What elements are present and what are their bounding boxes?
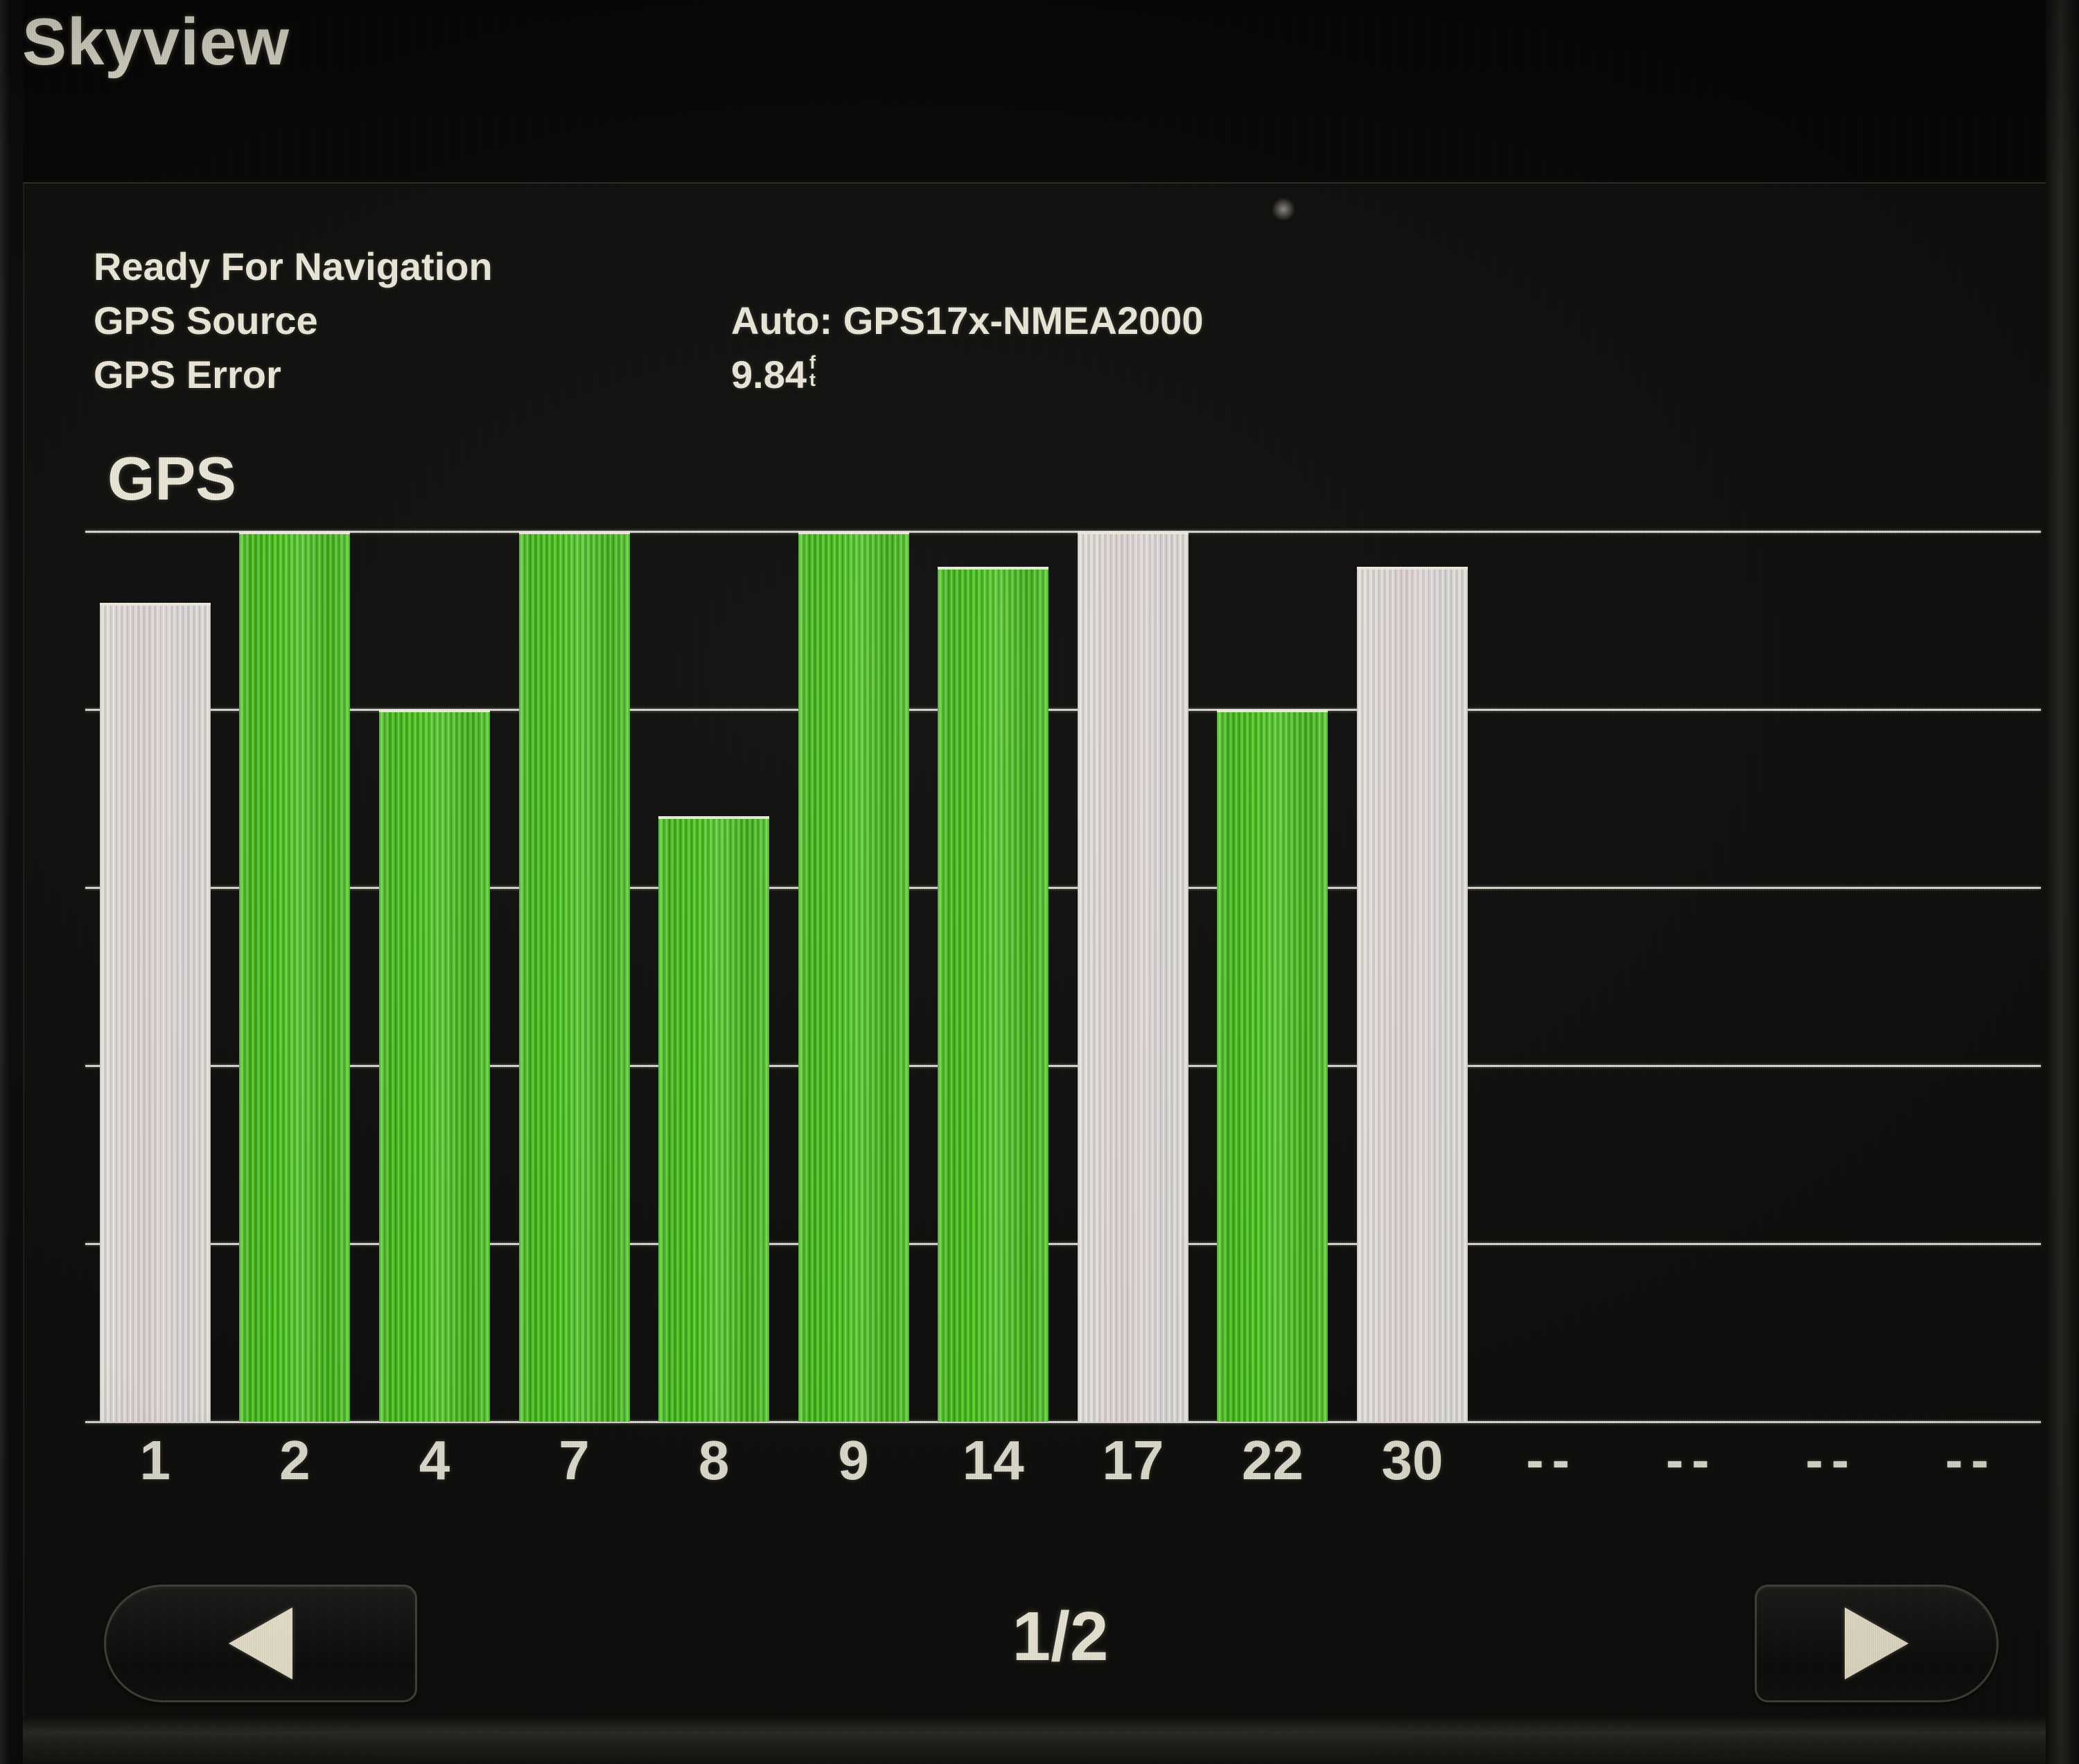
satellite-signal-bar-4 (378, 709, 490, 1422)
page-title: Skyview (22, 5, 290, 79)
satellite-slot (784, 531, 924, 1422)
satellite-slot (225, 531, 365, 1422)
gps-status-block: Ready For Navigation GPS Source Auto: GP… (94, 245, 1204, 407)
satellite-slot (1482, 531, 1622, 1422)
device-bezel-bottom (0, 1716, 2079, 1764)
status-source-row: GPS Source Auto: GPS17x-NMEA2000 (94, 299, 1204, 353)
satellite-slot (923, 531, 1063, 1422)
satellite-slot (85, 531, 225, 1422)
satellite-label-22: 22 (1241, 1429, 1304, 1491)
satellite-label-17: 17 (1102, 1429, 1164, 1491)
satellite-slot (644, 531, 784, 1422)
satellite-slot (505, 531, 644, 1422)
satellite-signal-bar-30 (1356, 567, 1468, 1422)
chart-bars (85, 531, 2041, 1422)
satellite-signal-bar-8 (658, 816, 770, 1422)
satellite-label-7: 7 (559, 1429, 590, 1491)
gps-source-value: Auto: GPS17x-NMEA2000 (731, 299, 1204, 342)
gps-source-label: GPS Source (94, 299, 318, 342)
satellite-label-14: 14 (962, 1429, 1024, 1491)
device-bezel-right (2046, 0, 2079, 1764)
satellite-signal-bar-9 (798, 531, 909, 1422)
satellite-slot (1203, 531, 1343, 1422)
skyview-panel: Ready For Navigation GPS Source Auto: GP… (23, 182, 2050, 1764)
satellite-label-9: 9 (838, 1429, 869, 1491)
chart-title: GPS (107, 444, 236, 513)
satellite-slot (1063, 531, 1203, 1422)
next-page-button[interactable] (1755, 1585, 1999, 1702)
prev-arrow-icon (229, 1607, 292, 1679)
satellite-label-empty: -- (1945, 1431, 1997, 1490)
satellite-signal-bar-22 (1217, 709, 1328, 1422)
page-indicator: 1/2 (1012, 1598, 1109, 1675)
satellite-slot (1622, 531, 1762, 1422)
satellite-slot (365, 531, 505, 1422)
gps-error-label: GPS Error (94, 353, 281, 396)
satellite-signal-bar-7 (518, 531, 630, 1422)
satellite-label-30: 30 (1381, 1429, 1444, 1491)
device-bezel-left (0, 0, 23, 1764)
status-ready-text: Ready For Navigation (94, 245, 493, 288)
satellite-slot (1762, 531, 1902, 1422)
gps-error-value: 9.84 f t (731, 352, 816, 396)
satellite-label-2: 2 (279, 1429, 310, 1491)
next-arrow-icon (1845, 1607, 1909, 1679)
satellite-label-4: 4 (419, 1429, 450, 1491)
satellite-signal-chart (85, 531, 2041, 1423)
satellite-signal-bar-1 (99, 602, 211, 1422)
satellite-signal-bar-17 (1077, 531, 1188, 1422)
prev-page-button[interactable] (104, 1585, 417, 1702)
status-error-row: GPS Error 9.84 f t (94, 353, 816, 407)
satellite-signal-bar-14 (938, 567, 1049, 1422)
satellite-label-empty: -- (1805, 1431, 1858, 1490)
satellite-slot (1342, 531, 1482, 1422)
satellite-label-8: 8 (698, 1429, 730, 1491)
satellite-label-empty: -- (1526, 1431, 1578, 1490)
satellite-slot (1902, 531, 2042, 1422)
satellite-label-1: 1 (139, 1429, 171, 1491)
satellite-label-empty: -- (1665, 1431, 1718, 1490)
chart-xlabels: 1 2 4 7 8 9 14 17 22 30 -- -- -- -- (85, 1431, 2041, 1490)
satellite-signal-bar-2 (239, 531, 351, 1422)
